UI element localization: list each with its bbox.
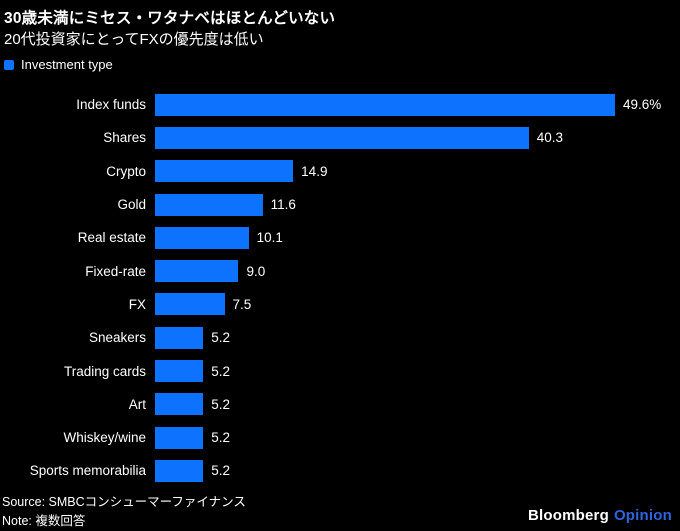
bar-row: Trading cards 5.2 bbox=[0, 354, 680, 387]
category-label: Whiskey/wine bbox=[63, 430, 146, 446]
value-label: 11.6 bbox=[270, 197, 296, 213]
bar-row: FX 7.5 bbox=[0, 288, 680, 321]
bar-track: 10.1 bbox=[155, 226, 680, 249]
value-label: 9.0 bbox=[246, 263, 266, 279]
bar-row: Index funds 49.6% bbox=[0, 88, 680, 121]
logo-brand: Bloomberg bbox=[527, 507, 609, 524]
value-label: 40.3 bbox=[536, 130, 564, 146]
category-label: Sports memorabilia bbox=[29, 463, 146, 479]
logo-sub: Opinion bbox=[613, 507, 672, 524]
bar-track: 5.2 bbox=[155, 393, 680, 416]
category-label: FX bbox=[128, 296, 146, 312]
value-label: 14.9 bbox=[301, 163, 328, 179]
category-label: Trading cards bbox=[63, 363, 146, 379]
value-label: 49.6% bbox=[623, 97, 662, 113]
bar bbox=[155, 126, 529, 149]
category-label: Gold bbox=[117, 197, 146, 213]
bar-track: 14.9 bbox=[155, 160, 680, 183]
chart-title: 30歳未満にミセス・ワタナベはほとんどいない bbox=[4, 10, 336, 27]
value-label: 5.2 bbox=[211, 463, 230, 479]
value-label: 5.2 bbox=[211, 430, 230, 446]
legend-label: Investment type bbox=[21, 57, 113, 72]
category-label: Index funds bbox=[76, 97, 146, 113]
bar-row: Gold 11.6 bbox=[0, 188, 680, 221]
value-label: 5.2 bbox=[211, 396, 230, 412]
source-text: Source: SMBCコンシューマーファイナンス bbox=[2, 495, 246, 509]
bar-track: 5.2 bbox=[155, 360, 680, 383]
category-label: Shares bbox=[103, 130, 146, 146]
value-label: 5.2 bbox=[211, 363, 230, 379]
bar bbox=[155, 160, 294, 183]
bar-track: 40.3 bbox=[155, 126, 680, 149]
bar-row: Sneakers 5.2 bbox=[0, 321, 680, 354]
value-label: 7.5 bbox=[232, 296, 252, 312]
bar bbox=[155, 260, 239, 283]
legend-swatch-icon bbox=[4, 59, 14, 70]
legend: Investment type bbox=[4, 57, 113, 72]
bar-rows: Index funds 49.6% Shares 40.3 Crypto 14.9 Gold… bbox=[0, 88, 680, 488]
chart-subtitle: 20代投資家にとってFXの優先度は低い bbox=[4, 31, 264, 48]
bar-track: 5.2 bbox=[155, 459, 680, 482]
bar-row: Crypto 14.9 bbox=[0, 155, 680, 188]
note-text: Note: 複数回答 bbox=[2, 514, 86, 528]
category-label: Sneakers bbox=[88, 330, 146, 346]
bar-row: Art 5.2 bbox=[0, 388, 680, 421]
bar-row: Sports memorabilia 5.2 bbox=[0, 454, 680, 487]
value-label: 5.2 bbox=[211, 330, 230, 346]
bar bbox=[155, 459, 204, 482]
bar bbox=[155, 426, 204, 449]
bar-row: Whiskey/wine 5.2 bbox=[0, 421, 680, 454]
value-label: 10.1 bbox=[256, 230, 283, 246]
bar-track: 11.6 bbox=[155, 193, 680, 216]
bloomberg-opinion-logo: Bloomberg Opinion bbox=[528, 507, 672, 524]
category-label: Fixed-rate bbox=[85, 263, 146, 279]
bar-track: 5.2 bbox=[155, 326, 680, 349]
bar-row: Fixed-rate 9.0 bbox=[0, 254, 680, 287]
bar bbox=[155, 293, 225, 316]
bar-row: Shares 40.3 bbox=[0, 121, 680, 154]
bar-track: 49.6% bbox=[155, 93, 680, 116]
bar-row: Real estate 10.1 bbox=[0, 221, 680, 254]
bar-chart: Index funds 49.6% Shares 40.3 Crypto 14.9 Gold… bbox=[0, 88, 680, 488]
category-label: Real estate bbox=[77, 230, 146, 246]
bar bbox=[155, 360, 204, 383]
bar-track: 7.5 bbox=[155, 293, 680, 316]
category-label: Crypto bbox=[106, 163, 146, 179]
bar bbox=[155, 93, 615, 116]
bar-track: 5.2 bbox=[155, 426, 680, 449]
bar bbox=[155, 226, 249, 249]
bar bbox=[155, 193, 263, 216]
bar bbox=[155, 393, 204, 416]
category-label: Art bbox=[128, 396, 146, 412]
bar-track: 9.0 bbox=[155, 260, 680, 283]
bar bbox=[155, 326, 204, 349]
